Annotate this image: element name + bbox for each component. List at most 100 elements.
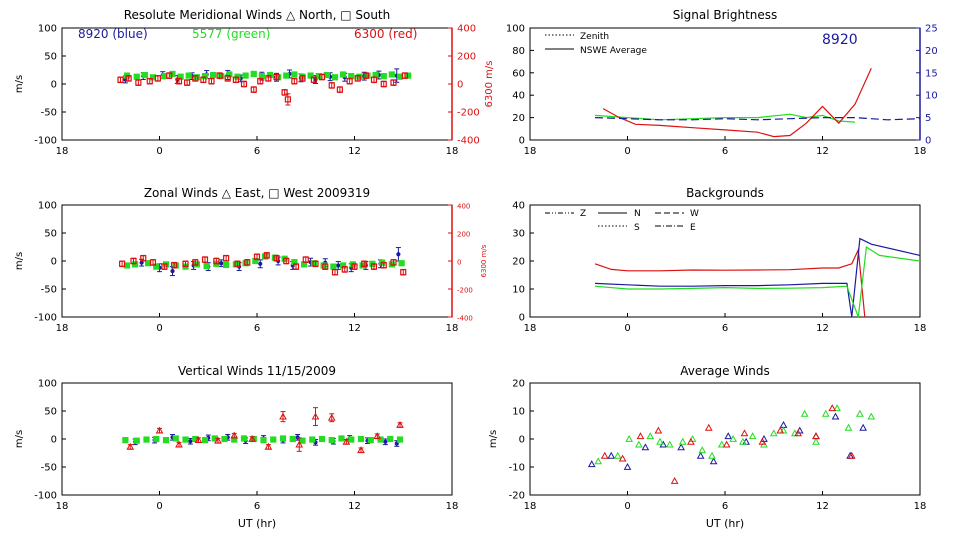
- vert-xtick-label: 12: [348, 501, 361, 512]
- bright-xtick-label: 0: [624, 146, 630, 157]
- zonal-red-point: [253, 253, 261, 260]
- bg-ytick-label: 30: [512, 229, 525, 240]
- avg-ylabel: m/s: [488, 430, 499, 448]
- avg-red-point: [636, 432, 645, 440]
- zonal-green-point: [398, 260, 405, 267]
- bright-y2tick-label: 20: [925, 46, 938, 57]
- zonal-red-point: [370, 263, 378, 270]
- merid-red-point: [146, 78, 153, 85]
- avg-green-point: [748, 432, 757, 440]
- merid-xtick-label: 18: [56, 146, 69, 157]
- zonal-red-point: [292, 263, 300, 270]
- legend-zenith: Zenith: [580, 32, 609, 42]
- vert-ytick-label: -50: [41, 463, 57, 474]
- avg-green-point: [729, 434, 737, 442]
- zonal-green-point: [252, 257, 259, 265]
- vert-red-point: [279, 412, 287, 420]
- bright-station: 8920: [822, 32, 858, 48]
- vert-green-point: [328, 437, 335, 444]
- vert-xtick-label: 6: [254, 501, 260, 512]
- merid-green-point: [133, 73, 140, 80]
- legend-green: 5577 (green): [192, 27, 270, 41]
- merid-red-point: [284, 96, 291, 103]
- bg-xtick-label: 12: [816, 323, 829, 334]
- zonal-green-point: [242, 260, 249, 267]
- vert-red-point: [311, 412, 320, 420]
- avg-ytick-label: -10: [509, 463, 525, 474]
- legend-s: S: [634, 223, 640, 233]
- zonal-xtick-label: 18: [56, 323, 69, 334]
- merid-green-point: [141, 71, 148, 79]
- merid-red-point: [273, 73, 280, 81]
- avg-green-point: [856, 409, 864, 417]
- avg-blue-point: [724, 432, 733, 440]
- zonal-green-point: [223, 261, 230, 269]
- vert-ytick-label: 0: [51, 435, 57, 446]
- merid-green-point: [193, 74, 200, 81]
- avg-green-point: [678, 437, 687, 445]
- avg-ytick-label: -20: [509, 491, 525, 502]
- avg-xlabel: UT (hr): [706, 517, 744, 530]
- zonal-xtick-label: 0: [156, 323, 162, 334]
- zonal-y2tick-label: 400: [457, 203, 470, 211]
- vert-green-point: [348, 436, 355, 443]
- avg-green-point: [665, 440, 674, 448]
- zonal-red-point: [223, 255, 230, 262]
- vert-xlabel: UT (hr): [238, 517, 276, 530]
- vert-red-point: [396, 420, 404, 428]
- zonal-red-point: [140, 255, 147, 262]
- merid-red-point: [362, 72, 369, 79]
- vert-red-point: [373, 432, 382, 440]
- merid-red-point: [299, 75, 306, 82]
- avg-ytick-label: 20: [512, 379, 525, 390]
- zonal-blue-point: [170, 268, 175, 274]
- merid-green-point: [307, 72, 314, 79]
- zonal-green-point: [123, 262, 131, 269]
- merid-red-point: [208, 78, 215, 85]
- vert-red-point: [194, 436, 203, 444]
- merid-green-point: [396, 73, 404, 80]
- zonal-red-point: [390, 259, 397, 266]
- bg-blue-line: [594, 237, 921, 318]
- merid-red-point: [328, 82, 335, 89]
- zonal-ylabel: m/s: [14, 252, 25, 270]
- zonal-red-point: [351, 263, 358, 270]
- zonal-blue-point: [219, 261, 224, 266]
- merid-red-point: [250, 86, 257, 93]
- merid-green-point: [185, 72, 192, 79]
- vert-red-point: [155, 426, 164, 434]
- vert-red-point: [295, 440, 304, 448]
- merid-green-point: [169, 70, 176, 78]
- zonal-green-point: [320, 262, 327, 269]
- avg-red-point: [776, 426, 785, 434]
- bg-xtick-label: 18: [914, 323, 927, 334]
- bright-y2tick-label: 5: [925, 113, 931, 124]
- bg-ytick-label: 0: [519, 313, 525, 324]
- bright-ytick-label: 20: [512, 113, 525, 124]
- avg-red-point: [687, 437, 695, 445]
- avg-blue-point: [587, 460, 596, 468]
- merid-green-point: [242, 72, 249, 79]
- bg-xtick-label: 6: [722, 323, 728, 334]
- vert-green-point: [240, 435, 248, 442]
- zonal-red-point: [322, 263, 329, 270]
- bright-y2tick-label: 10: [925, 91, 938, 102]
- avg-green-point: [769, 429, 778, 437]
- avg-title: Average Winds: [680, 364, 770, 378]
- merid-y2tick-label: -400: [457, 136, 480, 147]
- avg-red-point: [794, 429, 802, 437]
- zonal-green-point: [359, 262, 366, 269]
- zonal-red-point: [213, 257, 220, 265]
- avg-red-point: [654, 426, 663, 434]
- zonal-red-point: [302, 256, 309, 263]
- avg-xtick-label: 12: [816, 501, 829, 512]
- zonal-red-point: [149, 259, 157, 266]
- zonal-green-point: [262, 253, 269, 260]
- zonal-red-point: [400, 269, 407, 276]
- merid-ytick-label: 50: [44, 52, 57, 63]
- zonal-y2tick-label: 200: [457, 231, 470, 239]
- vert-green-point: [377, 436, 384, 443]
- vert-green-point: [162, 437, 170, 444]
- zonal-blue-point: [139, 260, 144, 265]
